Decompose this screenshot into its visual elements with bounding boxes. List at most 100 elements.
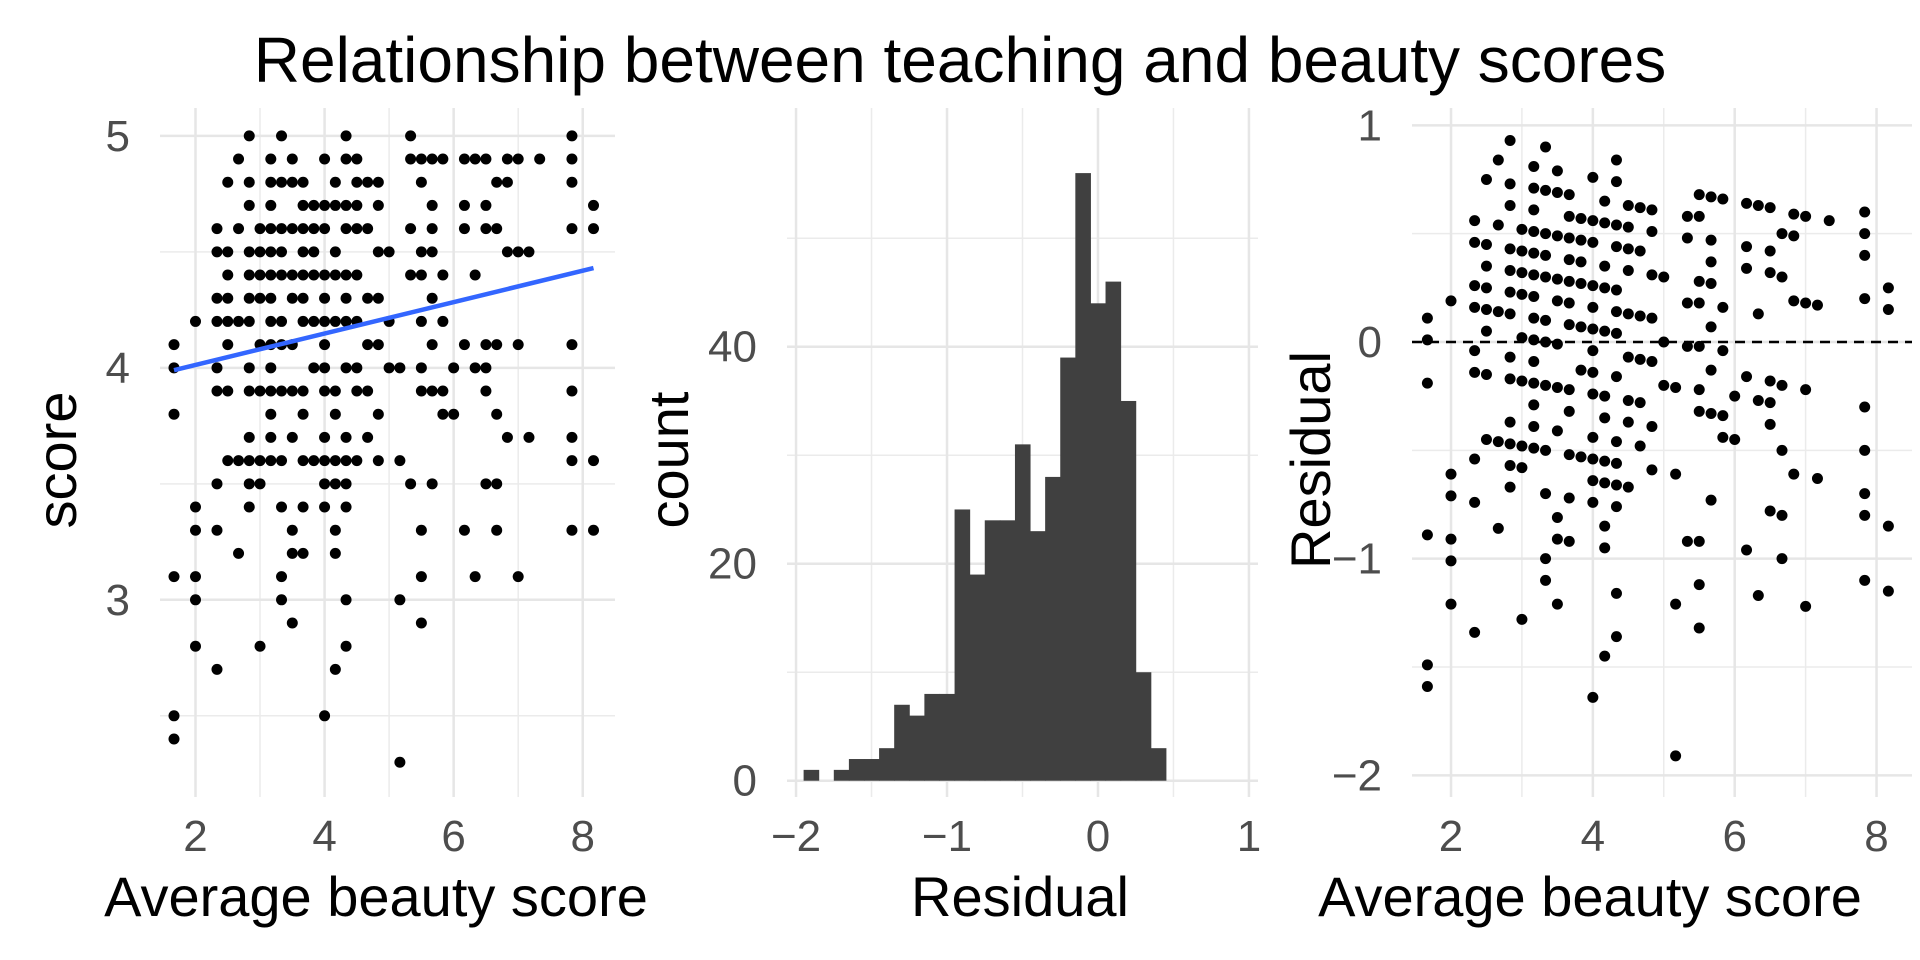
scatter-point xyxy=(297,501,309,513)
scatter-point xyxy=(286,431,298,443)
scatter-point xyxy=(211,292,223,304)
residuals-point xyxy=(1610,436,1622,448)
scatter-point xyxy=(383,362,395,374)
scatter-point xyxy=(426,153,438,165)
scatter-point xyxy=(211,362,223,374)
scatter-point xyxy=(523,246,535,258)
scatter-point xyxy=(189,640,201,652)
scatter-point xyxy=(480,385,492,397)
residuals-point xyxy=(1551,295,1563,307)
residuals-point xyxy=(1551,273,1563,285)
residuals-x-tick-label: 4 xyxy=(1581,812,1605,861)
residuals-point xyxy=(1610,501,1622,513)
residuals-point xyxy=(1551,230,1563,242)
residuals-point xyxy=(1528,312,1540,324)
scatter-point xyxy=(372,455,384,467)
scatter-point xyxy=(415,176,427,188)
scatter-point xyxy=(426,339,438,351)
scatter-point xyxy=(501,431,513,443)
scatter-point xyxy=(265,246,277,258)
scatter-point xyxy=(168,408,180,420)
histogram-bar xyxy=(848,759,865,781)
residuals-point xyxy=(1528,421,1540,432)
scatter-point xyxy=(297,408,309,420)
residuals-point xyxy=(1551,187,1563,198)
residuals-point xyxy=(1882,585,1894,597)
scatter-point xyxy=(254,269,266,281)
residuals-point xyxy=(1528,356,1540,367)
residuals-point xyxy=(1540,444,1552,456)
residuals-point xyxy=(1646,226,1658,237)
scatter-point xyxy=(243,362,255,374)
residuals-point xyxy=(1480,434,1492,445)
residuals-point xyxy=(1670,750,1682,762)
scatter-point xyxy=(254,246,266,258)
histogram-bar xyxy=(1030,531,1046,781)
scatter-point xyxy=(222,176,234,188)
residuals-point xyxy=(1469,366,1481,378)
scatter-point xyxy=(351,223,363,235)
scatter-point xyxy=(189,315,201,327)
residuals-point xyxy=(1788,468,1800,480)
scatter-point xyxy=(297,455,309,467)
residuals-point xyxy=(1752,395,1764,406)
residuals-point xyxy=(1610,631,1622,643)
residuals-point xyxy=(1587,691,1599,703)
residuals-point xyxy=(1469,280,1481,292)
scatter-point xyxy=(383,246,395,258)
residuals-point xyxy=(1764,505,1776,517)
residuals-point xyxy=(1540,488,1552,500)
residuals-point xyxy=(1587,431,1599,443)
scatter-point xyxy=(512,153,524,165)
residuals-point xyxy=(1823,215,1835,227)
residuals-point xyxy=(1528,442,1540,454)
residuals-point xyxy=(1445,468,1457,480)
histogram-x-tick-label: 0 xyxy=(1086,812,1110,861)
scatter-point xyxy=(480,339,492,351)
scatter-point xyxy=(276,269,288,281)
residuals-point xyxy=(1610,371,1622,383)
scatter-point xyxy=(534,153,546,165)
residuals-point xyxy=(1705,234,1717,246)
scatter-point xyxy=(243,269,255,281)
residuals-point xyxy=(1788,230,1800,242)
scatter-point xyxy=(265,223,277,235)
scatter-point xyxy=(276,501,288,513)
scatter-point xyxy=(276,594,288,606)
scatter-point xyxy=(308,315,320,327)
residuals-x-tick-label: 2 xyxy=(1439,812,1463,861)
scatter-point xyxy=(351,176,363,188)
scatter-point xyxy=(329,199,341,211)
residuals-point xyxy=(1622,265,1634,276)
scatter-point xyxy=(222,339,234,351)
scatter-point xyxy=(372,176,384,188)
residuals-point xyxy=(1634,310,1646,322)
scatter-point xyxy=(243,455,255,467)
residuals-point xyxy=(1575,364,1587,376)
residuals-x-tick-labels: 2 4 6 8 xyxy=(1439,812,1889,861)
scatter-x-tick-label: 8 xyxy=(570,812,594,861)
histogram-y-tick-label: 20 xyxy=(708,540,757,589)
scatter-point xyxy=(372,292,384,304)
residuals-point xyxy=(1693,622,1705,634)
histogram-bar xyxy=(939,693,956,781)
residuals-y-tick-label: −1 xyxy=(1332,535,1382,584)
residuals-point xyxy=(1764,418,1776,430)
scatter-point xyxy=(394,362,406,374)
residuals-point xyxy=(1859,574,1871,586)
scatter-point xyxy=(276,130,288,142)
scatter-point xyxy=(512,246,524,258)
residuals-point xyxy=(1634,440,1646,452)
scatter-point xyxy=(233,547,245,559)
scatter-point xyxy=(254,455,266,467)
histogram-bar xyxy=(954,509,971,781)
histogram-bar xyxy=(1045,476,1061,781)
residuals-point xyxy=(1469,236,1481,248)
scatter-point xyxy=(491,223,503,235)
scatter-x-tick-label: 4 xyxy=(312,812,336,861)
residuals-point xyxy=(1563,405,1575,417)
scatter-point xyxy=(372,246,384,258)
scatter-point xyxy=(319,292,331,304)
histogram-bar xyxy=(1075,173,1091,781)
